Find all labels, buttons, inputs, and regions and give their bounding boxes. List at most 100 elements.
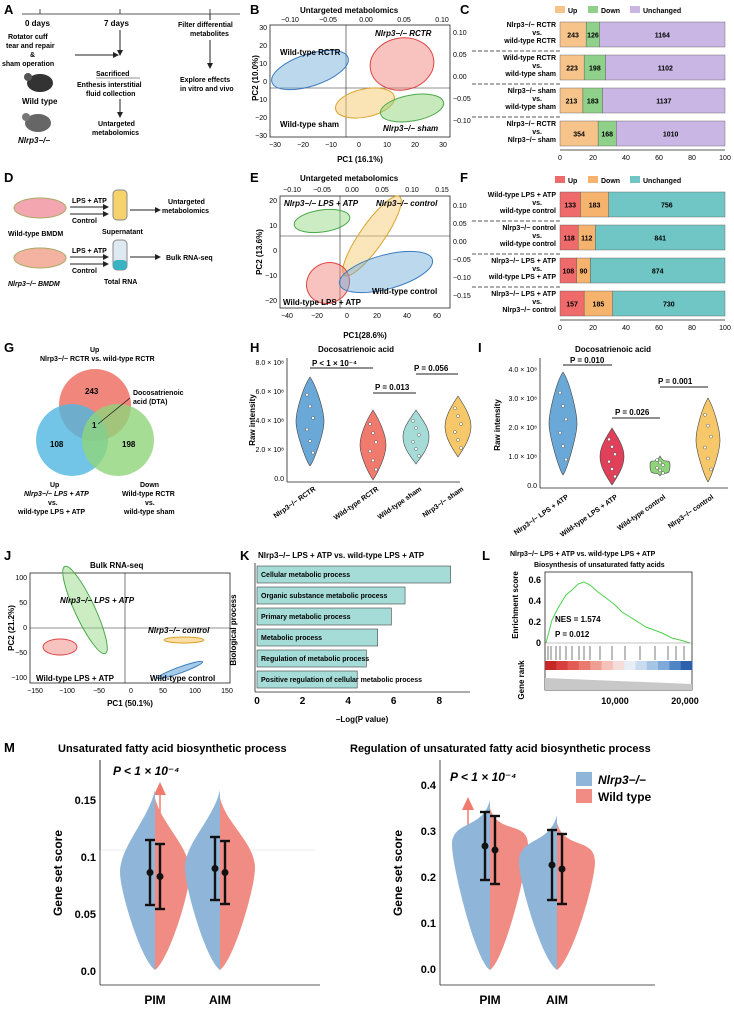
k-x-tick: 0 — [254, 696, 260, 707]
panel-g: G Up Nlrp3−/− RCTR vs. wild-type RCTR 24… — [4, 340, 184, 516]
violin-point — [658, 468, 662, 473]
stacked-bar-value: 185 — [593, 302, 605, 309]
g-left-line2: Nlrp3−/− LPS + ATP — [24, 491, 89, 498]
b-top-tick: 0.10 — [435, 17, 449, 24]
legend-m-ko-swatch — [576, 772, 592, 786]
b-right-tick: 0.00 — [453, 74, 467, 81]
venn-right-count: 198 — [122, 440, 136, 449]
row-label-line1: Nlrp3−/− RCTR — [507, 22, 556, 29]
row-label-line3: wild-type LPS + ATP — [488, 274, 556, 281]
stacked-bar-value: 1164 — [655, 33, 670, 40]
chart-m1-title: Unsaturated fatty acid biosynthetic proc… — [58, 743, 287, 755]
e-top-tick: 0.10 — [405, 187, 419, 194]
chart-l-ylabel2: Gene rank — [517, 660, 526, 700]
row-label-line3: wild-type control — [499, 208, 556, 215]
j-y-tick: 100 — [15, 575, 27, 582]
chart-e-ylabel: PC2 (13.6%) — [255, 229, 264, 275]
violin-point — [311, 416, 315, 420]
row-label-line3: wild-type control — [499, 241, 556, 248]
violin-point — [655, 458, 659, 462]
chart-j-xlabel: PC1 (50.1%) — [107, 699, 153, 708]
k-bar-label: Regulation of metabolic process — [261, 656, 369, 663]
rank-heat-cell — [612, 661, 625, 670]
b-left-tick: 20 — [259, 43, 267, 50]
m-mean-point — [491, 846, 499, 854]
h-pvalue-3: P = 0.056 — [414, 364, 449, 373]
bar-x-tick: 0 — [558, 155, 562, 162]
stacked-bar-segment — [559, 54, 585, 81]
k-bar — [256, 628, 379, 647]
h-y-tick: 6.0 × 10⁸ — [256, 389, 284, 396]
label-wt-rctr: Wild-type RCTR — [280, 48, 341, 57]
j-x-tick: 100 — [189, 688, 201, 695]
violin-point — [564, 417, 568, 422]
g-right-line4: wild-type sham — [123, 509, 175, 516]
surgery-line4: sham operation — [2, 61, 54, 68]
tube-rna-fill — [113, 260, 127, 270]
m-x-label: PIM — [479, 993, 500, 1007]
g-right-line1: Down — [140, 482, 159, 489]
violin-point — [371, 458, 375, 463]
m-mean-point — [558, 865, 566, 873]
panel-label-b: B — [250, 2, 259, 17]
i-pvalue-3: P = 0.001 — [658, 377, 693, 386]
stacked-bar-value: 198 — [589, 66, 601, 73]
bar-x-tick: 80 — [688, 325, 696, 332]
violin-point — [706, 424, 710, 428]
m1-up-arrow-icon — [154, 782, 166, 795]
chart-j-title: Bulk RNA-seq — [90, 561, 143, 570]
row-label-line1: Nlrp3−/− LPS + ATP — [491, 291, 556, 298]
b-bottom-tick: 0 — [357, 142, 361, 149]
b-left-tick: 30 — [259, 25, 267, 32]
j-x-tick: −150 — [27, 688, 43, 695]
d-untargeted2: metabolomics — [162, 208, 209, 215]
chart-b-ylabel: PC2 (10.0%) — [251, 55, 260, 101]
chart-m1-pvalue: P < 1 × 10⁻⁴ — [113, 764, 179, 778]
legend-m-wt: Wild type — [598, 790, 652, 804]
m-x-label: AIM — [209, 993, 231, 1007]
g-right-line3: vs. — [145, 500, 155, 507]
panel-h: H Docosatrienoic acid Raw intensity 8.0 … — [248, 340, 472, 522]
b-right-tick: −0.10 — [453, 118, 471, 125]
d-wt-label: Wild-type BMDM — [8, 231, 63, 238]
violin-point — [709, 434, 713, 439]
e-right-tick: −0.15 — [453, 293, 471, 300]
g-dta-line2: acid (DTA) — [133, 399, 167, 406]
legend-f-unchanged: Unchanged — [643, 178, 681, 185]
bar-x-tick: 40 — [622, 325, 630, 332]
chart-k-title: Nlrp3−/− LPS + ATP vs. wild-type LPS + A… — [258, 551, 425, 560]
k-x-tick: 6 — [391, 696, 397, 707]
stacked-bar-value: 1102 — [658, 66, 673, 73]
violin-point — [311, 450, 315, 455]
stacked-bar-segment — [583, 290, 613, 317]
h-group-label: Nlrp3−/− sham — [422, 486, 466, 519]
stacked-bar-value: 108 — [562, 269, 574, 276]
violin-point — [703, 445, 707, 450]
ellipse-j-ko-control — [163, 636, 205, 644]
chart-l-title1: Nlrp3−/− LPS + ATP vs. wild-type LPS + A… — [510, 551, 656, 558]
e-bottom-tick: −40 — [281, 313, 293, 320]
l-pvalue: P = 0.012 — [555, 630, 590, 639]
violin-point — [453, 406, 457, 410]
violin-point — [305, 427, 309, 432]
label-j-wt-control: Wild-type control — [150, 674, 215, 683]
i-pvalue-1: P = 0.010 — [570, 356, 605, 365]
chart-l-ylabel1: Enrichment score — [511, 571, 520, 639]
ellipse-ko-sham — [379, 93, 445, 123]
legend-c-up: Up — [568, 8, 577, 15]
b-left-tick: 0 — [263, 79, 267, 86]
stacked-bar-value: 841 — [654, 236, 666, 243]
violin-point — [411, 440, 415, 444]
legend-c-down: Down — [601, 8, 620, 15]
chart-e-xlabel: PC1(28.6%) — [343, 331, 387, 340]
panel-l: L Nlrp3−/− LPS + ATP vs. wild-type LPS +… — [482, 548, 699, 706]
row-label-line2: vs. — [532, 299, 542, 306]
violin-point — [414, 447, 418, 451]
stacked-bar-value: 118 — [563, 236, 574, 243]
legend-f-down-swatch — [588, 176, 598, 183]
ellipse-ko-control — [342, 195, 402, 277]
k-bar-label: Positive regulation of cellular metaboli… — [261, 677, 422, 684]
violin-shape — [359, 409, 387, 481]
e-top-tick: −0.05 — [313, 187, 331, 194]
violin-point — [456, 438, 460, 442]
